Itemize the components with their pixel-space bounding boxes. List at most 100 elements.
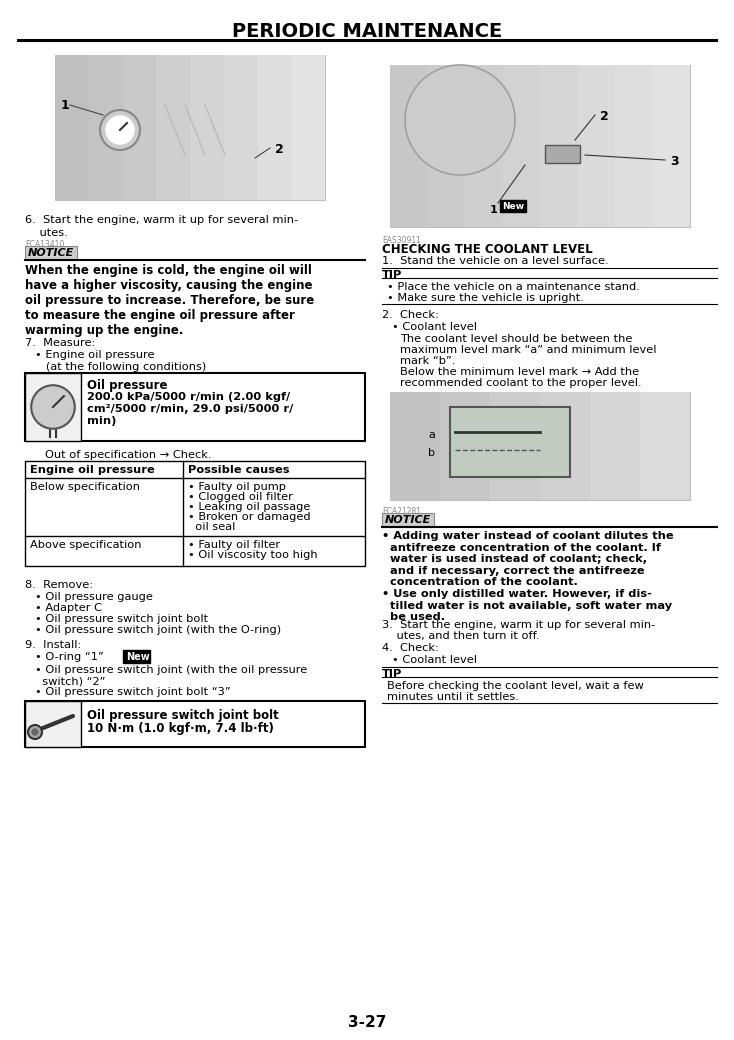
Text: TIP: TIP bbox=[382, 669, 402, 679]
Text: • Coolant level: • Coolant level bbox=[392, 322, 477, 332]
Bar bbox=[123, 650, 150, 664]
Text: • Adapter C: • Adapter C bbox=[35, 603, 102, 613]
Bar bbox=[390, 64, 690, 227]
Text: 7.  Measure:: 7. Measure: bbox=[25, 338, 95, 348]
Text: Oil pressure switch joint bolt: Oil pressure switch joint bolt bbox=[87, 709, 279, 722]
Bar bbox=[190, 55, 224, 200]
Bar bbox=[25, 701, 365, 747]
Text: • Oil pressure switch joint (with the O-ring): • Oil pressure switch joint (with the O-… bbox=[35, 625, 281, 635]
Text: • Oil viscosity too high: • Oil viscosity too high bbox=[188, 550, 318, 560]
Bar bbox=[25, 461, 365, 566]
Text: 1.  Stand the vehicle on a level surface.: 1. Stand the vehicle on a level surface. bbox=[382, 256, 608, 266]
Bar bbox=[545, 145, 580, 163]
Text: (at the following conditions): (at the following conditions) bbox=[35, 362, 206, 372]
Circle shape bbox=[100, 110, 140, 150]
Text: Above specification: Above specification bbox=[30, 540, 142, 550]
Text: 200.0 kPa/5000 r/min (2.00 kgf/: 200.0 kPa/5000 r/min (2.00 kgf/ bbox=[87, 392, 290, 402]
Bar bbox=[503, 64, 540, 227]
Text: • Oil pressure switch joint (with the oil pressure: • Oil pressure switch joint (with the oi… bbox=[35, 665, 308, 675]
Text: • Broken or damaged: • Broken or damaged bbox=[188, 512, 310, 522]
Text: 2: 2 bbox=[600, 110, 608, 123]
Text: The coolant level should be between the: The coolant level should be between the bbox=[400, 334, 633, 344]
Circle shape bbox=[106, 116, 134, 144]
Bar bbox=[653, 64, 690, 227]
Text: New: New bbox=[502, 202, 524, 211]
Text: 10 N·m (1.0 kgf·m, 7.4 lb·ft): 10 N·m (1.0 kgf·m, 7.4 lb·ft) bbox=[87, 722, 274, 735]
Text: • Make sure the vehicle is upright.: • Make sure the vehicle is upright. bbox=[387, 293, 584, 303]
Text: Possible causes: Possible causes bbox=[188, 465, 289, 475]
Text: Engine oil pressure: Engine oil pressure bbox=[30, 465, 155, 475]
Bar bbox=[427, 64, 465, 227]
Text: minutes until it settles.: minutes until it settles. bbox=[387, 692, 519, 702]
Text: • Engine oil pressure: • Engine oil pressure bbox=[35, 350, 154, 360]
Text: utes, and then turn it off.: utes, and then turn it off. bbox=[382, 631, 539, 641]
Text: • Clogged oil filter: • Clogged oil filter bbox=[188, 492, 293, 502]
Text: ECA13410: ECA13410 bbox=[25, 240, 65, 249]
Bar bbox=[123, 55, 156, 200]
Text: recommended coolant to the proper level.: recommended coolant to the proper level. bbox=[400, 378, 642, 388]
Text: NOTICE: NOTICE bbox=[385, 515, 432, 525]
Bar bbox=[382, 513, 434, 527]
Bar bbox=[450, 407, 570, 477]
Text: 2: 2 bbox=[275, 142, 284, 156]
Text: • Adding water instead of coolant dilutes the
  antifreeze concentration of the : • Adding water instead of coolant dilute… bbox=[382, 531, 674, 622]
Text: 6.  Start the engine, warm it up for several min-: 6. Start the engine, warm it up for seve… bbox=[25, 215, 298, 225]
Text: mark “b”.: mark “b”. bbox=[400, 356, 455, 366]
Circle shape bbox=[32, 385, 75, 428]
Bar bbox=[224, 55, 258, 200]
Text: • Oil pressure gauge: • Oil pressure gauge bbox=[35, 592, 153, 602]
Bar bbox=[258, 55, 291, 200]
Text: • Oil pressure switch joint bolt: • Oil pressure switch joint bolt bbox=[35, 614, 208, 624]
Bar bbox=[25, 373, 365, 441]
Bar bbox=[465, 64, 503, 227]
Text: 3.  Start the engine, warm it up for several min-: 3. Start the engine, warm it up for seve… bbox=[382, 620, 655, 630]
Bar bbox=[89, 55, 123, 200]
Text: New: New bbox=[126, 651, 150, 661]
Text: NOTICE: NOTICE bbox=[28, 248, 74, 258]
Bar bbox=[390, 392, 440, 500]
Text: 3-27: 3-27 bbox=[348, 1015, 386, 1030]
Text: 8.  Remove:: 8. Remove: bbox=[25, 580, 93, 590]
Text: • Coolant level: • Coolant level bbox=[392, 655, 477, 665]
Bar bbox=[390, 392, 690, 500]
Bar bbox=[390, 64, 427, 227]
Text: a: a bbox=[428, 430, 435, 440]
Text: CHECKING THE COOLANT LEVEL: CHECKING THE COOLANT LEVEL bbox=[382, 243, 592, 256]
Bar bbox=[540, 392, 590, 500]
Text: EAS30911: EAS30911 bbox=[382, 236, 421, 245]
Text: cm²/5000 r/min, 29.0 psi/5000 r/: cm²/5000 r/min, 29.0 psi/5000 r/ bbox=[87, 404, 294, 414]
Bar bbox=[590, 392, 640, 500]
Text: 9.  Install:: 9. Install: bbox=[25, 640, 81, 650]
Text: When the engine is cold, the engine oil will
have a higher viscosity, causing th: When the engine is cold, the engine oil … bbox=[25, 264, 314, 337]
Bar bbox=[578, 64, 615, 227]
Circle shape bbox=[32, 729, 38, 735]
Text: 1: 1 bbox=[490, 205, 498, 215]
Bar bbox=[500, 200, 526, 212]
Text: • Oil pressure switch joint bolt “3”: • Oil pressure switch joint bolt “3” bbox=[35, 687, 230, 697]
Text: • Place the vehicle on a maintenance stand.: • Place the vehicle on a maintenance sta… bbox=[387, 282, 640, 292]
Text: • Faulty oil pump: • Faulty oil pump bbox=[188, 482, 286, 492]
Bar bbox=[25, 373, 81, 441]
Bar bbox=[156, 55, 190, 200]
Text: maximum level mark “a” and minimum level: maximum level mark “a” and minimum level bbox=[400, 345, 656, 355]
Text: 3: 3 bbox=[670, 155, 679, 168]
Text: ECA21281: ECA21281 bbox=[382, 506, 421, 516]
Text: utes.: utes. bbox=[25, 228, 68, 238]
Text: 1: 1 bbox=[61, 99, 70, 112]
Text: TIP: TIP bbox=[382, 270, 402, 280]
Text: Oil pressure: Oil pressure bbox=[87, 379, 167, 392]
Bar bbox=[640, 392, 690, 500]
Text: 2.  Check:: 2. Check: bbox=[382, 310, 439, 320]
Bar bbox=[25, 701, 81, 747]
Text: Before checking the coolant level, wait a few: Before checking the coolant level, wait … bbox=[387, 681, 644, 691]
Bar bbox=[540, 64, 578, 227]
Bar bbox=[55, 55, 325, 200]
Text: Below the minimum level mark → Add the: Below the minimum level mark → Add the bbox=[400, 367, 639, 376]
Text: b: b bbox=[428, 448, 435, 458]
Bar bbox=[55, 55, 89, 200]
Text: 4.  Check:: 4. Check: bbox=[382, 643, 439, 653]
Text: switch) “2”: switch) “2” bbox=[35, 676, 106, 686]
Bar bbox=[291, 55, 325, 200]
Text: oil seal: oil seal bbox=[188, 522, 236, 532]
Text: min): min) bbox=[87, 416, 117, 426]
